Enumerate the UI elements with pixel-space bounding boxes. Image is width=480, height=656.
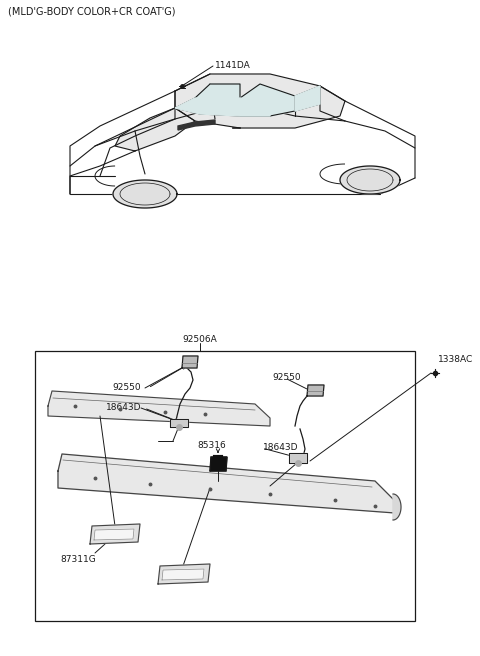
Polygon shape [178, 120, 215, 130]
Polygon shape [289, 453, 307, 463]
Polygon shape [115, 108, 195, 151]
Polygon shape [210, 457, 227, 471]
Polygon shape [340, 166, 400, 194]
Text: 92550: 92550 [272, 373, 300, 382]
Text: 85316: 85316 [198, 441, 227, 451]
Text: (MLD'G-BODY COLOR+CR COAT'G): (MLD'G-BODY COLOR+CR COAT'G) [8, 7, 176, 17]
Polygon shape [90, 524, 140, 544]
Polygon shape [158, 564, 210, 584]
Polygon shape [170, 419, 188, 427]
Polygon shape [393, 494, 401, 520]
Text: 18643D: 18643D [106, 403, 142, 413]
Text: 1141DA: 1141DA [215, 62, 251, 70]
Bar [35, 351, 415, 621]
Polygon shape [307, 385, 324, 396]
Polygon shape [162, 569, 204, 580]
Polygon shape [295, 86, 320, 111]
Text: 92550: 92550 [112, 384, 141, 392]
Polygon shape [175, 98, 270, 116]
Text: 92506A: 92506A [182, 335, 217, 344]
Polygon shape [175, 74, 345, 128]
Polygon shape [113, 180, 177, 208]
Polygon shape [48, 391, 270, 426]
Text: 18643D: 18643D [263, 443, 299, 453]
Polygon shape [58, 454, 395, 513]
Text: 87311G: 87311G [60, 556, 96, 565]
Polygon shape [240, 84, 295, 116]
Text: 1338AC: 1338AC [438, 354, 473, 363]
Polygon shape [195, 84, 240, 108]
Polygon shape [182, 356, 198, 368]
Polygon shape [94, 529, 134, 540]
